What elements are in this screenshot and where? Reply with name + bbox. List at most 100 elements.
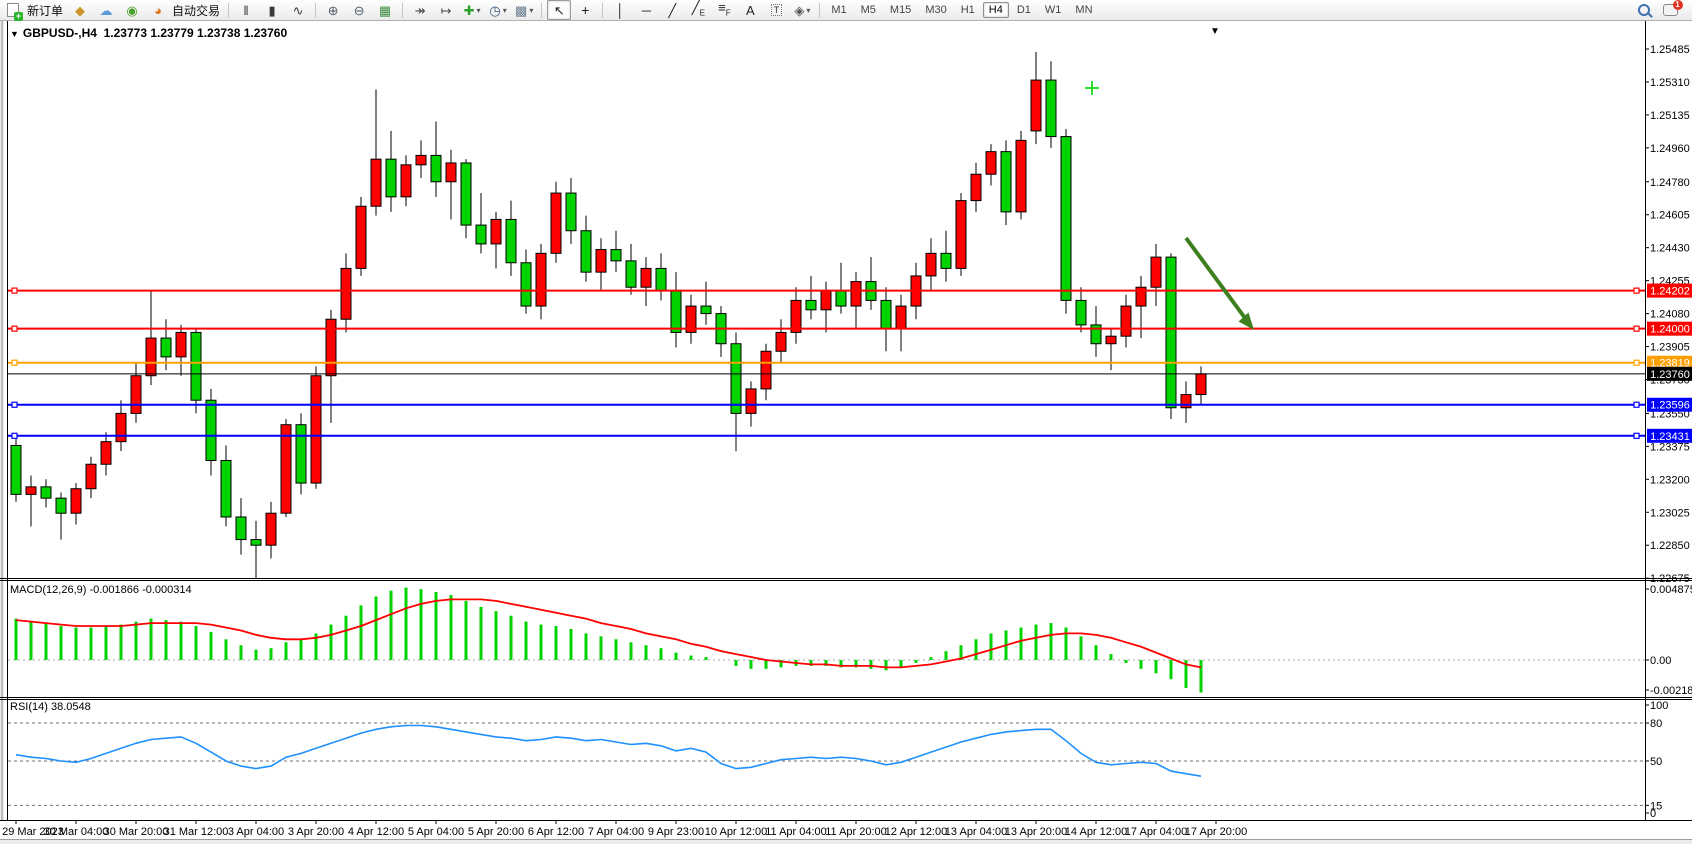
separator xyxy=(541,2,543,18)
new-order-icon xyxy=(7,3,23,21)
timeframe-M5[interactable]: M5 xyxy=(860,4,876,16)
chevron-down-icon: ▾ xyxy=(502,5,507,15)
svg-text:1.23200: 1.23200 xyxy=(1650,474,1690,486)
horizontal-line-button[interactable]: ─ xyxy=(634,0,658,20)
trendline-button[interactable]: ╱ xyxy=(660,0,684,20)
notifications-button[interactable]: 1 xyxy=(1658,0,1683,20)
timeframe-M1[interactable]: M1 xyxy=(831,4,847,16)
equidistant-channel-button[interactable]: ╱E xyxy=(686,0,710,20)
svg-text:5 Apr 20:00: 5 Apr 20:00 xyxy=(468,826,524,838)
hline-1.24000[interactable] xyxy=(8,325,1645,332)
svg-text:50: 50 xyxy=(1650,756,1662,768)
svg-text:1.23375: 1.23375 xyxy=(1650,441,1690,453)
separator xyxy=(602,2,604,18)
clock-icon: ◷ xyxy=(489,2,501,18)
price-tag-1.23760: 1.23760 xyxy=(1647,366,1692,381)
macd-layer xyxy=(14,587,1203,693)
svg-text:1.23819: 1.23819 xyxy=(1650,358,1690,370)
rsi-indicator-label: RSI(14) 38.0548 xyxy=(10,701,91,713)
svg-text:7 Apr 04:00: 7 Apr 04:00 xyxy=(588,826,644,838)
separator xyxy=(228,2,230,18)
new-order-button[interactable] xyxy=(1,0,25,21)
svg-text:1.23760: 1.23760 xyxy=(1650,369,1690,381)
market-button[interactable]: ◆ xyxy=(68,0,92,20)
horizontal-line-icon: ─ xyxy=(641,2,651,18)
templates-button[interactable]: ▩ ▾ xyxy=(512,0,536,20)
chat-icon: 1 xyxy=(1662,0,1683,16)
timeframe-W1[interactable]: W1 xyxy=(1044,4,1062,16)
svg-text:10 Apr 12:00: 10 Apr 12:00 xyxy=(705,826,767,838)
svg-text:30 Mar 04:00: 30 Mar 04:00 xyxy=(44,826,109,838)
cloud-icon: ☁ xyxy=(99,2,113,18)
timeframe-H1[interactable]: H1 xyxy=(960,4,975,16)
text-button[interactable]: A xyxy=(738,0,762,20)
community-button[interactable]: ☁ xyxy=(94,0,118,20)
shapes-icon: ◈ xyxy=(794,2,805,18)
line-chart-button[interactable]: ∿ xyxy=(286,0,310,20)
crosshair-button[interactable]: + xyxy=(573,0,597,20)
arrow-annotation[interactable] xyxy=(1184,236,1254,330)
separator xyxy=(315,2,317,18)
hline-1.24202[interactable] xyxy=(8,287,1645,294)
toolbar: 新订单 ◆ ☁ ◉ ◕ 自动交易 ‖ ▮ ∿ ⊕ ⊖ ▦ ↠ ↦ ✚▾ ◷▾ ▩… xyxy=(0,0,1692,21)
vertical-line-button[interactable]: │ xyxy=(608,0,632,20)
svg-text:1.24080: 1.24080 xyxy=(1650,309,1690,321)
svg-text:11 Apr 20:00: 11 Apr 20:00 xyxy=(825,826,887,838)
chevron-down-icon: ▾ xyxy=(529,5,534,15)
cursor-button[interactable]: ↖ xyxy=(547,0,572,20)
candlestick-chart-button[interactable]: ▮ xyxy=(260,0,284,20)
svg-text:1.24430: 1.24430 xyxy=(1650,243,1690,255)
periods-button[interactable]: ◷ ▾ xyxy=(486,0,510,20)
channel-icon: ╱E xyxy=(691,0,705,18)
svg-text:80: 80 xyxy=(1650,718,1662,730)
svg-text:1.25135: 1.25135 xyxy=(1650,110,1690,122)
crosshair-icon: + xyxy=(581,1,590,18)
signal-icon: ◉ xyxy=(126,2,138,18)
timeframe-MN[interactable]: MN xyxy=(1075,4,1093,16)
tile-windows-icon: ▦ xyxy=(378,2,392,18)
hline-1.23819[interactable] xyxy=(8,359,1645,366)
separator xyxy=(819,2,821,18)
hline-1.23596[interactable] xyxy=(8,401,1645,408)
chart-menu-icon[interactable]: ▼ xyxy=(10,29,19,39)
bar-chart-icon: ‖ xyxy=(243,2,249,18)
auto-scroll-button[interactable]: ↠ xyxy=(408,0,432,20)
candlestick-icon: ▮ xyxy=(268,2,276,18)
zoom-in-button[interactable]: ⊕ xyxy=(321,0,345,20)
shapes-button[interactable]: ◈ ▾ xyxy=(790,0,814,20)
chart-shift-button[interactable]: ↦ xyxy=(434,0,458,20)
timeframe-D1[interactable]: D1 xyxy=(1016,4,1031,16)
timeframe-H4[interactable]: H4 xyxy=(982,2,1009,18)
search-button[interactable] xyxy=(1632,0,1656,20)
scroll-to-end-icon[interactable]: ▼ xyxy=(1210,26,1220,37)
svg-text:4 Apr 12:00: 4 Apr 12:00 xyxy=(348,826,404,838)
hline-1.23431[interactable] xyxy=(8,432,1645,439)
timeframe-M30[interactable]: M30 xyxy=(925,4,947,16)
text-icon: A xyxy=(746,2,755,18)
text-label-button[interactable]: T xyxy=(764,0,788,20)
bar-chart-button[interactable]: ‖ xyxy=(234,0,258,20)
timeframe-M15[interactable]: M15 xyxy=(889,4,912,16)
indicators-button[interactable]: ✚ ▾ xyxy=(460,0,484,20)
vertical-line-icon: │ xyxy=(616,2,625,18)
svg-text:1.23596: 1.23596 xyxy=(1650,400,1690,412)
text-label-icon: T xyxy=(770,4,783,16)
autotrading-icon: ◕ xyxy=(154,2,162,18)
svg-text:1.25485: 1.25485 xyxy=(1650,44,1690,56)
svg-text:6 Apr 12:00: 6 Apr 12:00 xyxy=(528,826,584,838)
chart-title: ▼ GBPUSD-,H4 1.23773 1.23779 1.23738 1.23… xyxy=(10,26,287,40)
autotrading-button[interactable]: ◕ xyxy=(146,0,170,20)
template-icon: ▩ xyxy=(515,2,528,18)
fibonacci-button[interactable]: ≡F xyxy=(712,0,736,20)
tile-windows-button[interactable]: ▦ xyxy=(373,0,397,20)
svg-text:1.24960: 1.24960 xyxy=(1650,143,1690,155)
signals-button[interactable]: ◉ xyxy=(120,0,144,20)
macd-indicator-label: MACD(12,26,9) -0.001866 -0.000314 xyxy=(10,584,192,596)
svg-text:12 Apr 12:00: 12 Apr 12:00 xyxy=(885,826,947,838)
svg-text:1.24780: 1.24780 xyxy=(1650,177,1690,189)
chevron-down-icon: ▾ xyxy=(806,5,811,15)
svg-text:0: 0 xyxy=(1650,808,1656,820)
svg-text:3 Apr 04:00: 3 Apr 04:00 xyxy=(228,826,284,838)
zoom-out-button[interactable]: ⊖ xyxy=(347,0,371,20)
